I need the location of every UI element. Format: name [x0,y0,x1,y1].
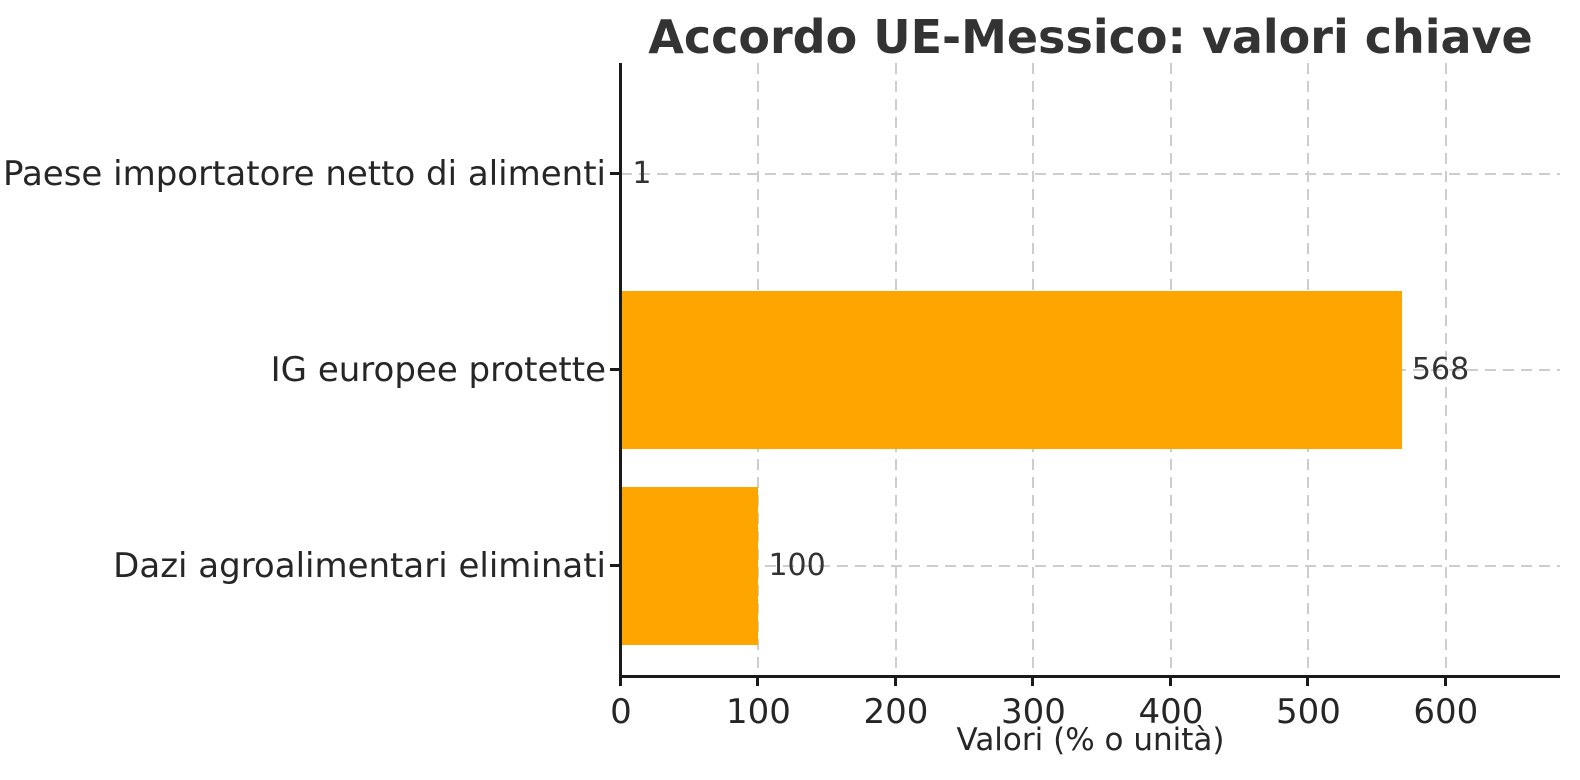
x-tick-mark [1443,677,1447,686]
x-tick-mark [619,677,622,686]
x-tick-mark [1168,677,1172,686]
y-tick-mark [610,171,619,175]
x-tick-label: 600 [1413,692,1479,732]
y-category-label: IG europee protette [270,350,606,390]
bar [621,487,759,646]
chart-title: Accordo UE-Messico: valori chiave [648,10,1533,64]
x-tick-mark [893,677,897,686]
y-category-label: Dazi agroalimentari eliminati [113,546,606,587]
bar-value-label: 568 [1411,352,1470,387]
x-tick-label: 0 [610,692,632,732]
bar-value-label: 1 [632,155,652,191]
x-tick-label: 100 [726,692,791,732]
x-axis-spine [619,675,1560,678]
bar [621,291,1402,449]
gridline-horizontal [621,565,1560,568]
x-tick-mark [1031,677,1035,686]
x-tick-label: 500 [1275,692,1341,732]
x-tick-mark [1306,677,1310,686]
x-tick-label: 400 [1138,692,1204,732]
y-tick-mark [610,564,619,568]
y-axis-spine [619,63,622,679]
y-tick-mark [610,368,619,371]
x-axis-label: Valori (% o unità) [956,722,1225,758]
y-category-label: Paese importatore netto di alimenti [2,153,606,194]
bar-value-label: 100 [768,548,826,584]
x-tick-mark [756,677,760,686]
x-tick-label: 200 [863,692,929,732]
x-tick-label: 300 [1000,692,1066,732]
gridline-horizontal [621,172,1560,175]
